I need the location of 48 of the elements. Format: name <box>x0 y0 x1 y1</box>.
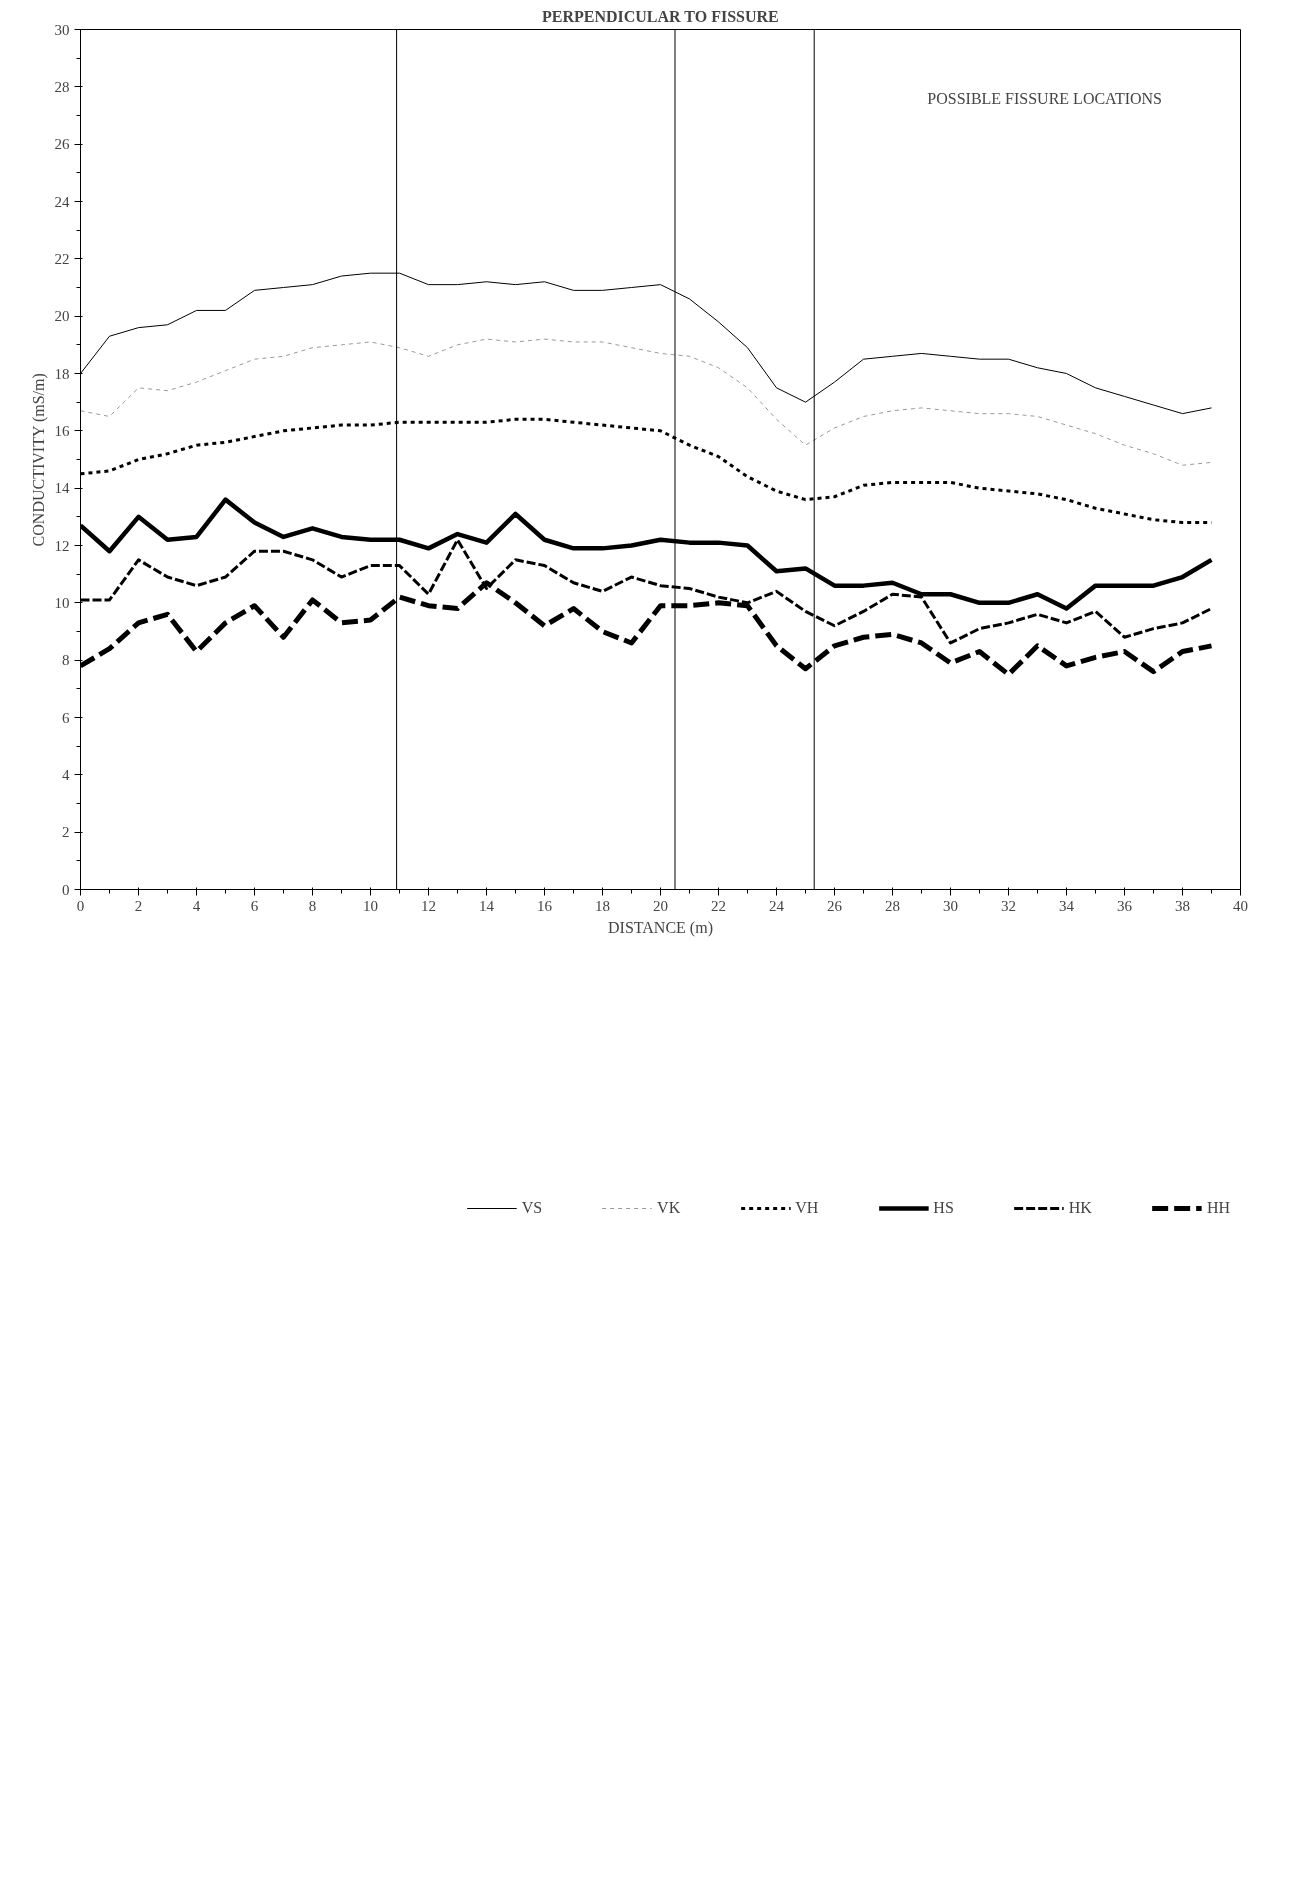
chart-title: PERPENDICULAR TO FISSURE <box>541 7 779 25</box>
x-tick-label: 8 <box>308 897 317 914</box>
x-tick-label: 34 <box>1059 897 1075 914</box>
legend-label: HS <box>933 1199 954 1217</box>
x-axis-title: DISTANCE (m) <box>608 918 713 937</box>
legend-label: HH <box>1206 1199 1230 1217</box>
x-tick-label: 22 <box>711 897 726 914</box>
x-tick-label: 32 <box>1001 897 1016 914</box>
y-tick-label: 20 <box>54 308 70 325</box>
y-tick-label: 30 <box>54 21 70 38</box>
x-tick-label: 6 <box>250 897 259 914</box>
x-tick-label: 12 <box>421 897 436 914</box>
y-tick-label: 6 <box>62 709 70 726</box>
y-tick-label: 12 <box>54 537 70 554</box>
annotation: POSSIBLE FISSURE LOCATIONS <box>927 89 1163 107</box>
x-tick-label: 28 <box>885 897 900 914</box>
x-tick-label: 26 <box>827 897 843 914</box>
x-tick-label: 40 <box>1233 897 1248 914</box>
x-tick-label: 18 <box>595 897 610 914</box>
x-tick-label: 36 <box>1117 897 1133 914</box>
x-tick-label: 14 <box>479 897 495 914</box>
legend-label: VK <box>657 1199 681 1217</box>
y-tick-label: 18 <box>54 365 70 382</box>
x-tick-label: 20 <box>653 897 668 914</box>
x-tick-label: 10 <box>363 897 378 914</box>
y-axis-title: CONDUCTIVITY (mS/m) <box>29 373 48 547</box>
y-tick-label: 4 <box>62 766 70 783</box>
y-tick-label: 24 <box>54 193 70 210</box>
y-tick-label: 26 <box>54 136 70 153</box>
line-series <box>80 338 1212 466</box>
y-tick-label: 10 <box>54 594 70 611</box>
legend-label: VH <box>795 1199 819 1217</box>
y-tick-label: 28 <box>54 78 70 95</box>
x-tick-label: 16 <box>537 897 553 914</box>
x-tick-label: 30 <box>943 897 958 914</box>
y-tick-label: 2 <box>62 824 70 841</box>
y-tick-label: 22 <box>54 250 70 267</box>
x-tick-label: 24 <box>769 897 785 914</box>
x-tick-label: 0 <box>76 897 85 914</box>
x-tick-label: 2 <box>134 897 143 914</box>
legend-label: VS <box>521 1199 543 1217</box>
y-tick-label: 0 <box>62 881 70 898</box>
y-tick-label: 14 <box>54 480 70 497</box>
legend-label: HK <box>1068 1199 1092 1217</box>
x-tick-label: 38 <box>1175 897 1190 914</box>
y-tick-label: 16 <box>54 422 70 439</box>
x-tick-label: 4 <box>192 897 201 914</box>
y-tick-label: 8 <box>62 652 70 669</box>
